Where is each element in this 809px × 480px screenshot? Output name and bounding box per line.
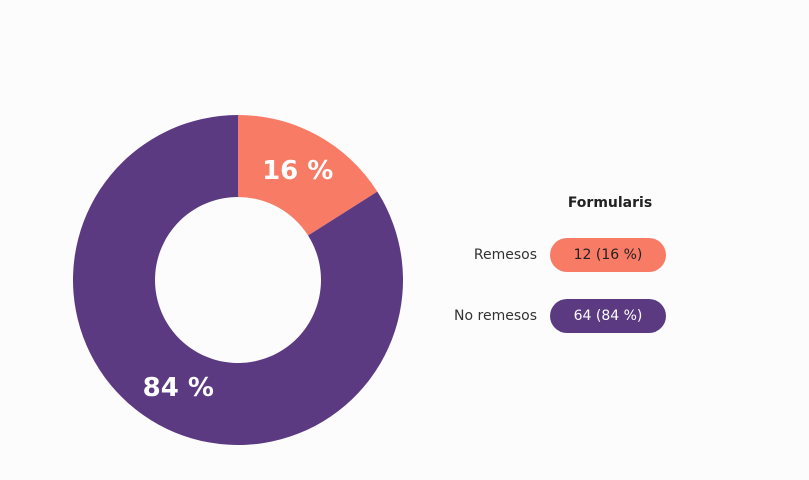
legend-label: No remesos [454, 308, 537, 324]
slice [238, 115, 378, 236]
legend-badge [550, 299, 666, 333]
legend-value: 64 (84 %) [574, 308, 643, 324]
legend-label: Remesos [474, 247, 537, 263]
slice-label: 84 % [143, 373, 214, 403]
legend-badge [550, 238, 666, 272]
legend-value: 12 (16 %) [574, 247, 643, 263]
slice [73, 115, 404, 445]
legend-title: Formularis [568, 195, 652, 211]
slice-label: 16 % [262, 156, 333, 186]
